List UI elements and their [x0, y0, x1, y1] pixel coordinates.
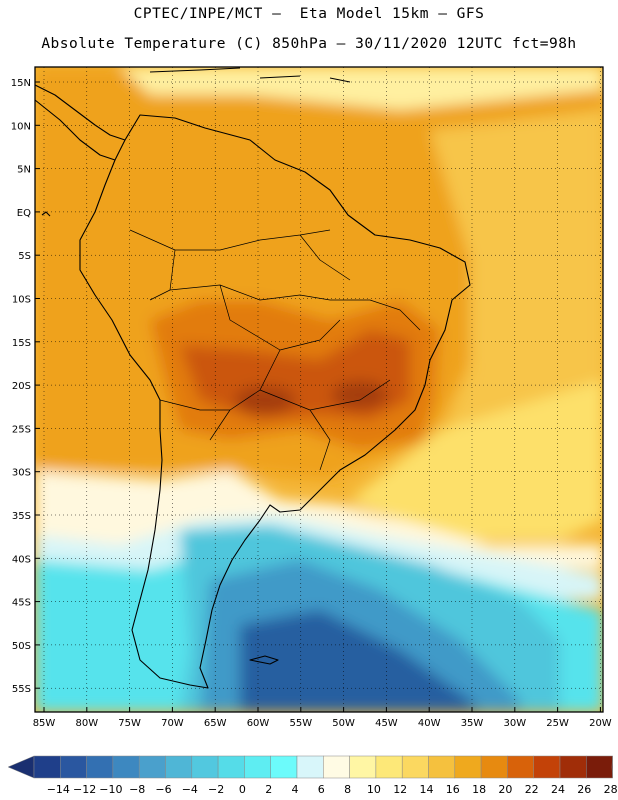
latitude-axis: 15N 10N 5N EQ 5S 10S 15S 20S 25S 30S 35S 40S 45S 50S 5… — [11, 78, 40, 695]
lon-tick-label: 60W — [247, 718, 270, 729]
lon-tick-label: 80W — [75, 718, 98, 729]
colorbar-swatch — [401, 755, 429, 779]
colorbar-label: −14 — [47, 783, 70, 796]
lon-tick-label: 85W — [33, 718, 56, 729]
colorbar-label: 24 — [551, 783, 565, 796]
colorbar-swatch — [165, 755, 193, 779]
lon-tick-label: 20W — [589, 718, 612, 729]
colorbar-right-arrow — [611, 755, 613, 779]
zone-caribbean — [120, 67, 603, 110]
colorbar: −14 −12 −10 −8 −6 −4 −2 0 2 4 6 8 10 12 14 16 18 20 22 24 26… — [7, 755, 618, 796]
south-america-coastline — [79, 114, 471, 689]
lon-tick-label: 25W — [546, 718, 569, 729]
galapagos-islands — [41, 211, 51, 217]
coastlines — [34, 67, 471, 689]
colorbar-swatch — [480, 755, 508, 779]
lat-tick-label: 10S — [12, 295, 31, 306]
lon-tick-label: 35W — [461, 718, 484, 729]
zone-hot-spot-2 — [332, 381, 388, 409]
lon-tick-label: 45W — [375, 718, 398, 729]
map-frame — [34, 66, 604, 713]
lat-tick-label: 20S — [12, 381, 31, 392]
colorbar-label: 10 — [367, 783, 381, 796]
lat-tick-label: 10N — [11, 121, 31, 132]
lat-tick-label: 55S — [12, 684, 31, 695]
zone-cream — [35, 470, 603, 570]
lat-tick-label: 15S — [12, 338, 31, 349]
colorbar-label: 2 — [265, 783, 272, 796]
lat-tick-label: 5S — [18, 251, 31, 262]
country-borders — [129, 229, 421, 471]
colorbar-swatch — [244, 755, 271, 779]
colorbar-swatch — [349, 755, 377, 779]
colorbar-swatch — [270, 755, 298, 779]
lon-tick-label: 65W — [204, 718, 227, 729]
colorbar-left-arrow — [7, 755, 35, 779]
colorbar-swatch — [454, 755, 482, 779]
colorbar-swatch — [217, 755, 245, 779]
lat-tick-label: 30S — [12, 468, 31, 479]
lon-tick-label: 55W — [289, 718, 312, 729]
colorbar-label: 8 — [344, 783, 351, 796]
lon-tick-label: 40W — [418, 718, 441, 729]
colorbar-swatch — [86, 755, 114, 779]
falkland-islands — [249, 655, 279, 665]
colorbar-label: −6 — [155, 783, 171, 796]
colorbar-label: 28 — [604, 783, 618, 796]
colorbar-swatch — [60, 755, 87, 779]
colorbar-swatch — [323, 755, 350, 779]
colorbar-swatch — [428, 755, 456, 779]
colorbar-swatch — [138, 755, 166, 779]
lat-tick-label: 45S — [12, 598, 31, 609]
lon-tick-label: 70W — [161, 718, 184, 729]
colorbar-swatch — [33, 755, 61, 779]
graticule — [35, 67, 603, 712]
colorbar-label: 4 — [292, 783, 299, 796]
colorbar-label: −12 — [73, 783, 96, 796]
colorbar-label: 14 — [420, 783, 434, 796]
temperature-field — [35, 67, 603, 712]
colorbar-label: −4 — [182, 783, 198, 796]
colorbar-swatch — [507, 755, 534, 779]
colorbar-label: 22 — [525, 783, 539, 796]
central-america-coastline — [34, 84, 126, 141]
colorbar-swatch — [375, 755, 403, 779]
zone-hot-spot-1 — [235, 386, 295, 414]
lat-tick-label: 35S — [12, 511, 31, 522]
lat-tick-label: EQ — [17, 208, 31, 219]
longitude-axis: 85W 80W 75W 70W 65W 60W 55W 50W 45W 40W 35W 30W 25W 2… — [33, 707, 612, 729]
lon-tick-label: 50W — [332, 718, 355, 729]
colorbar-swatch — [586, 755, 613, 779]
colorbar-swatch — [559, 755, 587, 779]
lon-tick-label: 75W — [118, 718, 141, 729]
colorbar-label: 26 — [577, 783, 591, 796]
colorbar-label: 12 — [393, 783, 407, 796]
colorbar-label: 6 — [318, 783, 325, 796]
lat-tick-label: 15N — [11, 78, 31, 89]
zone-yellow — [350, 380, 603, 540]
central-america-pacific-coast — [34, 99, 116, 161]
colorbar-swatch — [533, 755, 561, 779]
lat-tick-label: 5N — [17, 165, 31, 176]
colorbar-label: 0 — [239, 783, 246, 796]
caribbean-islands — [149, 67, 351, 83]
lat-tick-label: 40S — [12, 554, 31, 565]
title-line-2: Absolute Temperature (C) 850hPa — 30/11/… — [41, 36, 577, 52]
colorbar-label: −10 — [99, 783, 122, 796]
colorbar-swatch — [191, 755, 219, 779]
lat-tick-label: 50S — [12, 641, 31, 652]
colorbar-label: 16 — [446, 783, 460, 796]
colorbar-label: −8 — [129, 783, 145, 796]
lon-tick-label: 30W — [503, 718, 526, 729]
colorbar-label: 20 — [498, 783, 512, 796]
colorbar-label: 18 — [472, 783, 486, 796]
colorbar-swatch — [296, 755, 324, 779]
title-line-1: CPTEC/INPE/MCT — Eta Model 15km — GFS — [133, 6, 485, 22]
zone-deep-blue — [240, 610, 480, 712]
colorbar-swatch — [112, 755, 140, 779]
colorbar-label: −2 — [208, 783, 224, 796]
lat-tick-label: 25S — [12, 424, 31, 435]
